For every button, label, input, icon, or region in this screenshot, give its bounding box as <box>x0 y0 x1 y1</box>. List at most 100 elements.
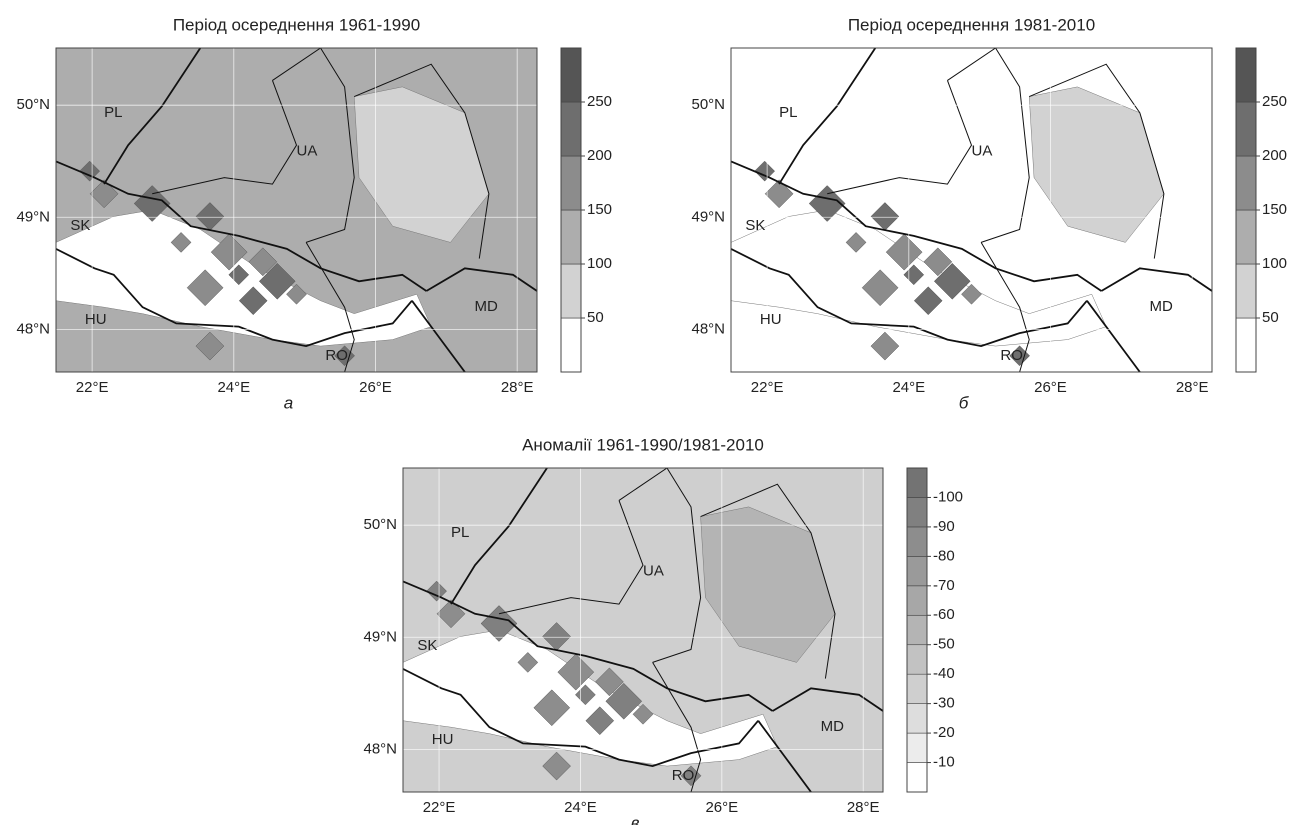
map <box>56 48 537 372</box>
contour-region <box>700 506 836 663</box>
contour-spot <box>632 703 654 725</box>
x-tick-label: 22°E <box>76 379 109 396</box>
colorbar-band <box>906 644 928 675</box>
contour-spot <box>933 262 971 300</box>
x-tick-label: 28°E <box>847 799 880 816</box>
contour-spot <box>334 345 355 367</box>
country-label: SK <box>745 217 765 234</box>
x-tick-label: 22°E <box>423 799 456 816</box>
contour-spot <box>480 605 518 642</box>
colorbar-band <box>906 703 928 734</box>
country-label: SK <box>70 217 90 234</box>
colorbar-label: -40 <box>933 665 955 682</box>
colorbar-band <box>560 263 582 319</box>
colorbar-label: -80 <box>933 547 955 564</box>
colorbar-band <box>906 497 928 528</box>
border <box>652 662 702 792</box>
x-tick-label: 22°E <box>751 379 784 396</box>
panel-title: Період осереднення 1981-2010 <box>848 15 1095 34</box>
contour-spot <box>845 232 867 253</box>
colorbar-label: -30 <box>933 695 955 712</box>
border <box>56 160 427 292</box>
panel-letter: в <box>631 813 640 825</box>
country-label: UA <box>643 563 664 580</box>
colorbar-label: 50 <box>1262 309 1279 326</box>
border <box>354 63 490 259</box>
panel-title: Аномалії 1961-1990/1981-2010 <box>522 435 764 454</box>
border <box>757 720 812 792</box>
y-tick-label: 49°N <box>691 208 725 225</box>
y-tick-label: 49°N <box>16 208 50 225</box>
contour-spot <box>754 160 776 182</box>
x-tick-label: 24°E <box>564 799 597 816</box>
contour-spot <box>79 160 101 182</box>
contour-spot <box>436 599 466 629</box>
colorbar-band <box>560 317 582 373</box>
x-tick-label: 26°E <box>1034 379 1067 396</box>
contour-region <box>353 86 490 243</box>
x-tick-label: 24°E <box>892 379 925 396</box>
y-tick-label: 49°N <box>363 628 397 645</box>
colorbar-band <box>906 762 928 793</box>
contour-spot <box>426 580 447 602</box>
border <box>1100 267 1212 292</box>
x-tick-label: 26°E <box>359 379 392 396</box>
panel-letter: а <box>284 393 293 412</box>
contour-spot <box>923 247 953 277</box>
contour-spot <box>286 283 307 305</box>
contour-spot <box>210 233 248 271</box>
x-tick-label: 26°E <box>705 799 738 816</box>
colorbar-label: -60 <box>933 606 955 623</box>
colorbar-band <box>560 101 582 157</box>
contour-spot <box>517 652 539 673</box>
y-tick-label: 48°N <box>16 320 50 337</box>
border <box>700 483 836 679</box>
colorbar-band <box>1235 47 1257 103</box>
y-tick-label: 50°N <box>691 96 725 113</box>
colorbar-label: 150 <box>587 201 612 218</box>
contour-spot <box>885 233 923 271</box>
country-label: HU <box>432 731 454 748</box>
colorbar-band <box>560 155 582 211</box>
contour-spot <box>861 269 899 307</box>
border <box>947 48 1030 243</box>
colorbar-frame <box>1235 47 1257 373</box>
border <box>1086 300 1141 372</box>
map-frame <box>55 47 538 373</box>
colorbar-label: -70 <box>933 577 955 594</box>
colorbar-band <box>906 614 928 646</box>
border <box>731 248 1088 348</box>
contour-spot <box>961 283 982 305</box>
contour-spot <box>542 751 571 781</box>
country-label: HU <box>85 311 107 328</box>
y-tick-label: 48°N <box>363 740 397 757</box>
colorbar-band <box>906 673 928 704</box>
colorbar-band <box>906 556 928 587</box>
colorbar-label: -100 <box>933 488 963 505</box>
contour-spot <box>238 286 268 316</box>
colorbar-band <box>1235 263 1257 319</box>
country-label: PL <box>779 104 797 121</box>
colorbar-label: -50 <box>933 636 955 653</box>
contour-spot <box>186 269 224 307</box>
border <box>778 48 877 185</box>
contour-spot <box>680 765 702 787</box>
colorbar-label: 200 <box>1262 147 1287 164</box>
border <box>103 48 202 185</box>
colorbar-label: -90 <box>933 518 955 535</box>
colorbar-label: 150 <box>1262 201 1287 218</box>
x-tick-label: 24°E <box>217 379 250 396</box>
contour-spot <box>808 185 846 222</box>
colorbar-band <box>1235 317 1257 373</box>
country-label: RO <box>1000 347 1023 364</box>
contour-region <box>1028 86 1165 243</box>
colorbar-band <box>906 585 928 616</box>
colorbar-band <box>906 732 928 763</box>
border <box>980 242 1030 372</box>
contour-spot <box>557 653 595 691</box>
border <box>56 248 413 348</box>
panel-letter: б <box>959 393 970 412</box>
colorbar-label: 50 <box>587 309 604 326</box>
country-label: MD <box>1149 298 1172 315</box>
colorbar-band <box>560 209 582 265</box>
